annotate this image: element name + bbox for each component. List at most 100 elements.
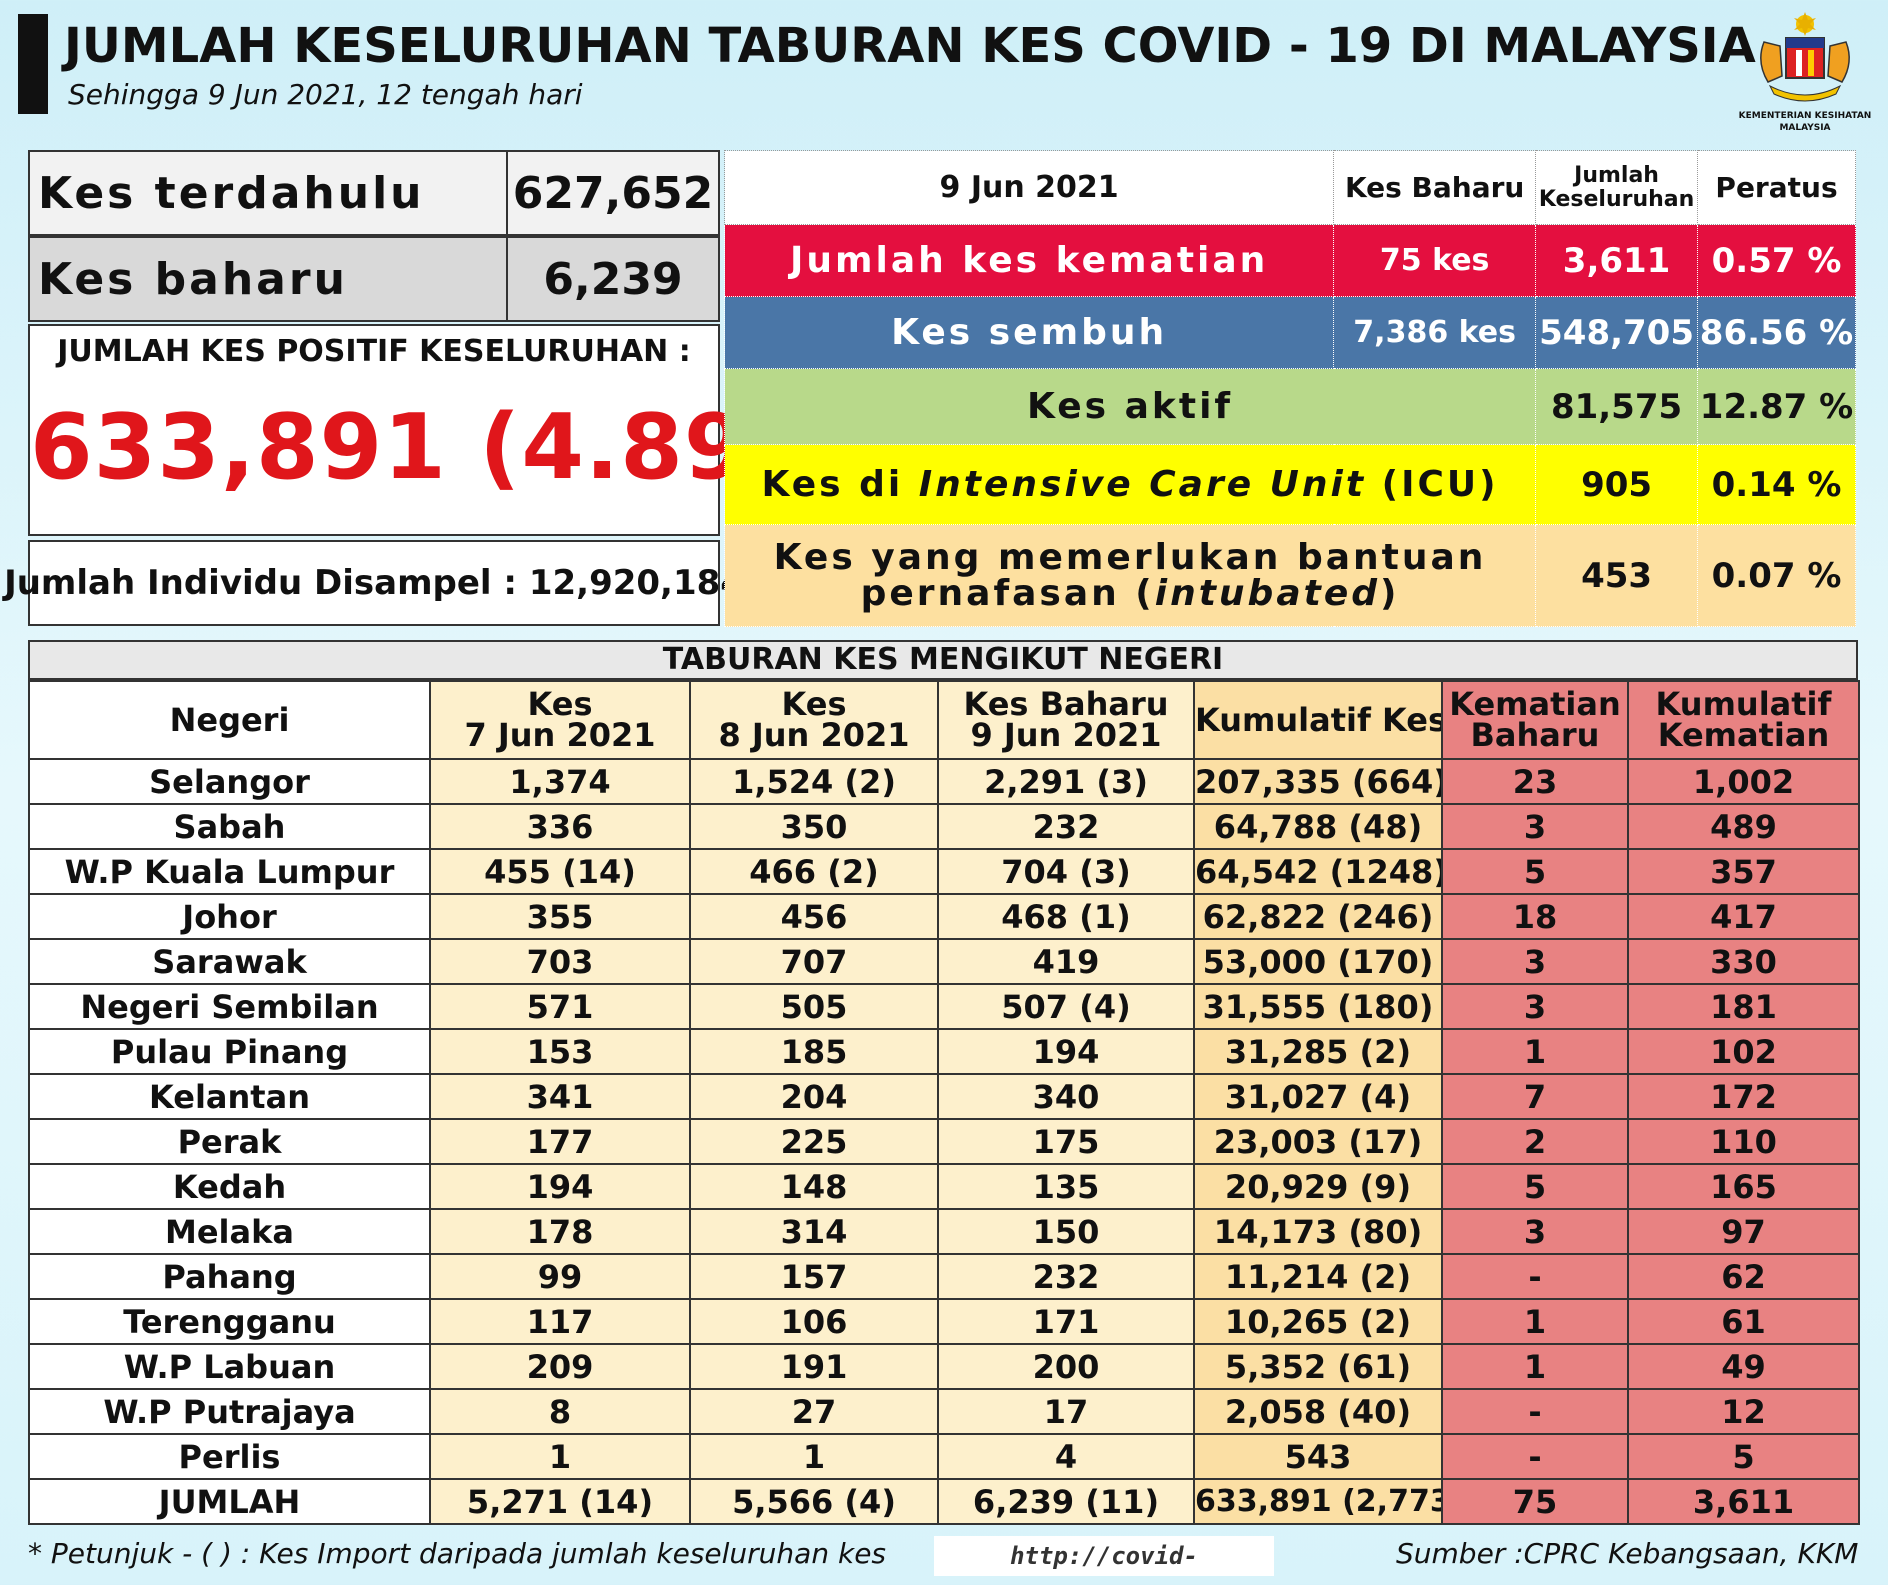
table-row: Terengganu 117 106 171 10,265 (2) 1 61 xyxy=(28,1298,1860,1345)
icu-label-a: Kes di xyxy=(761,464,919,505)
cases-9jun: 507 (4) xyxy=(937,983,1195,1030)
cases-8jun: 148 xyxy=(689,1163,939,1210)
state-name: Kedah xyxy=(28,1163,431,1210)
cases-9jun: 175 xyxy=(937,1118,1195,1165)
cases-8jun: 191 xyxy=(689,1343,939,1390)
cumulative-cases: 31,285 (2) xyxy=(1193,1028,1443,1075)
cumulative-deaths: 97 xyxy=(1627,1208,1860,1255)
intubated-row: Kes yang memerlukan bantuan pernafasan (… xyxy=(723,524,1856,627)
recovered-total: 548,705 xyxy=(1535,296,1699,369)
ministry-logo: KEMENTERIAN KESIHATAN MALAYSIA xyxy=(1730,12,1880,137)
cumulative-cases: 64,788 (48) xyxy=(1193,803,1443,850)
new-deaths: - xyxy=(1441,1253,1629,1300)
cumulative-cases: 23,003 (17) xyxy=(1193,1118,1443,1165)
header-state: Negeri xyxy=(28,680,431,760)
cases-8jun: 1,524 (2) xyxy=(689,758,939,805)
state-name: Perak xyxy=(28,1118,431,1165)
coat-of-arms-icon xyxy=(1760,12,1850,102)
header-8jun-b: 8 Jun 2021 xyxy=(718,716,910,754)
col-new-cases: Kes Baharu xyxy=(1333,150,1537,225)
state-name: Perlis xyxy=(28,1433,431,1480)
cases-9jun: 232 xyxy=(937,1253,1195,1300)
state-header-row: Negeri Kes 7 Jun 2021 Kes 8 Jun 2021 Kes B… xyxy=(28,680,1860,760)
cases-7jun: 1 xyxy=(429,1433,691,1480)
cumulative-deaths: 1,002 xyxy=(1627,758,1860,805)
cumulative-deaths: 110 xyxy=(1627,1118,1860,1165)
cumulative-cases: 543 xyxy=(1193,1433,1443,1480)
cumulative-deaths: 417 xyxy=(1627,893,1860,940)
cases-9jun: 232 xyxy=(937,803,1195,850)
cumulative-cases: 31,555 (180) xyxy=(1193,983,1443,1030)
previous-cases-value: 627,652 xyxy=(512,167,714,219)
cumulative-deaths: 165 xyxy=(1627,1163,1860,1210)
cases-8jun: 350 xyxy=(689,803,939,850)
table-row: Perlis 1 1 4 543-5 xyxy=(28,1433,1860,1480)
cases-9jun: 340 xyxy=(937,1073,1195,1120)
cases-8jun: 225 xyxy=(689,1118,939,1165)
cases-9jun: 150 xyxy=(937,1208,1195,1255)
logo-text-line2: MALAYSIA xyxy=(1779,123,1831,133)
cases-7jun: 571 xyxy=(429,983,691,1030)
table-row: W.P Labuan 209 191 200 5,352 (61) 1 49 xyxy=(28,1343,1860,1390)
header-cases-7jun: Kes 7 Jun 2021 xyxy=(429,680,691,760)
case-status-table: 9 Jun 2021 Kes Baharu Jumlah Keseluruhan… xyxy=(723,150,1856,627)
new-deaths: - xyxy=(1441,1433,1629,1480)
death-label: Jumlah kes kematian xyxy=(723,224,1335,297)
cumulative-cases: 53,000 (170) xyxy=(1193,938,1443,985)
death-new: 75 kes xyxy=(1333,224,1537,297)
new-deaths: 5 xyxy=(1441,1163,1629,1210)
cases-8jun: 505 xyxy=(689,983,939,1030)
cumulative-deaths: 172 xyxy=(1627,1073,1860,1120)
cases-7jun: 209 xyxy=(429,1343,691,1390)
cases-7jun: 455 (14) xyxy=(429,848,691,895)
cases-8jun: 5,566 (4) xyxy=(689,1478,939,1525)
status-date: 9 Jun 2021 xyxy=(723,150,1335,225)
cases-7jun: 5,271 (14) xyxy=(429,1478,691,1525)
active-label: Kes aktif xyxy=(723,368,1537,445)
cases-9jun: 6,239 (11) xyxy=(937,1478,1195,1525)
total-positive-label: JUMLAH KES POSITIF KESELURUHAN : xyxy=(57,334,691,369)
website-link[interactable]: http://covid-19.moh.gov.my xyxy=(934,1536,1274,1585)
cases-8jun: 456 xyxy=(689,893,939,940)
table-row: Pahang 99 157 232 11,214 (2) -62 xyxy=(28,1253,1860,1300)
cumulative-cases: 207,335 (664) xyxy=(1193,758,1443,805)
header-7jun-a: Kes xyxy=(527,685,593,723)
state-name: Johor xyxy=(28,893,431,940)
state-name: Melaka xyxy=(28,1208,431,1255)
page-subtitle: Sehingga 9 Jun 2021, 12 tengah hari xyxy=(68,78,583,111)
cases-8jun: 707 xyxy=(689,938,939,985)
cases-8jun: 27 xyxy=(689,1388,939,1435)
intubated-label-2a: pernafasan ( xyxy=(860,572,1155,614)
active-total: 81,575 xyxy=(1535,368,1699,445)
header-cumulative-deaths: Kumulatif Kematian xyxy=(1627,680,1860,760)
cumulative-cases: 10,265 (2) xyxy=(1193,1298,1443,1345)
new-deaths: - xyxy=(1441,1388,1629,1435)
header-new-deaths: Kematian Baharu xyxy=(1441,680,1629,760)
cases-8jun: 466 (2) xyxy=(689,848,939,895)
col-total: Jumlah Keseluruhan xyxy=(1535,150,1699,225)
title-bar-accent xyxy=(18,14,48,114)
header-7jun-b: 7 Jun 2021 xyxy=(464,716,656,754)
logo-text-line1: KEMENTERIAN KESIHATAN xyxy=(1738,111,1872,121)
new-cases-label: Kes baharu xyxy=(30,238,508,320)
source-note: Sumber :CPRC Kebangsaan, KKM xyxy=(1396,1537,1859,1570)
new-deaths: 1 xyxy=(1441,1298,1629,1345)
cases-7jun: 117 xyxy=(429,1298,691,1345)
recovered-new: 7,386 kes xyxy=(1333,296,1537,369)
header-cases-9jun: Kes Baharu 9 Jun 2021 xyxy=(937,680,1195,760)
cases-7jun: 8 xyxy=(429,1388,691,1435)
sampled-individuals: Jumlah Individu Disampel : 12,920,184 xyxy=(4,540,744,626)
cases-7jun: 703 xyxy=(429,938,691,985)
table-row: Negeri Sembilan 571 505 507 (4) 31,555 (180)… xyxy=(28,983,1860,1030)
cases-9jun: 468 (1) xyxy=(937,893,1195,940)
cumulative-deaths: 62 xyxy=(1627,1253,1860,1300)
state-name: Kelantan xyxy=(28,1073,431,1120)
new-deaths: 7 xyxy=(1441,1073,1629,1120)
cases-7jun: 1,374 xyxy=(429,758,691,805)
active-row: Kes aktif 81,575 12.87 % xyxy=(723,368,1856,445)
cumulative-deaths: 181 xyxy=(1627,983,1860,1030)
cases-8jun: 314 xyxy=(689,1208,939,1255)
cases-9jun: 17 xyxy=(937,1388,1195,1435)
death-total: 3,611 xyxy=(1535,224,1699,297)
new-cases-value: 6,239 xyxy=(543,253,683,305)
